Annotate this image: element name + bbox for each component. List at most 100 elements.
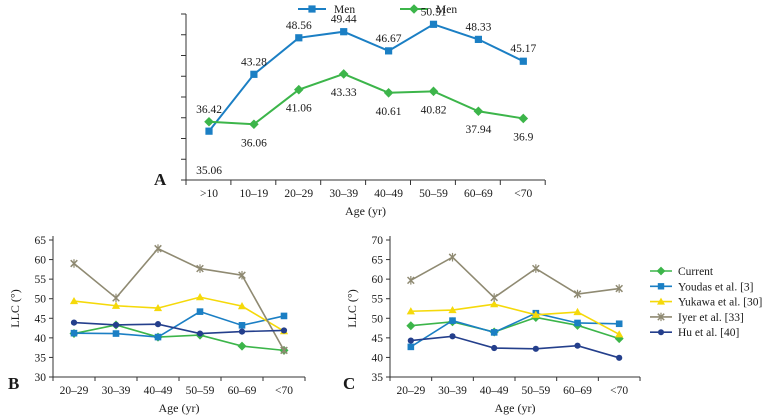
y-axis-label: LLC (°)	[8, 289, 22, 327]
data-point-blue	[205, 127, 213, 135]
data-point-navy	[280, 327, 288, 334]
legend-marker	[308, 5, 316, 13]
data-point-yellow	[69, 296, 79, 305]
data-labels-a: 35.06 43.28 48.56 49.44 46.67 50.51 48.33 45.17…	[196, 6, 536, 177]
x-tick-label: 10–19	[240, 188, 269, 200]
series-line-yellow	[410, 303, 620, 336]
data-label: 49.44	[331, 14, 357, 26]
legend-marker	[657, 312, 665, 322]
data-label: 43.33	[331, 87, 357, 99]
data-point-green	[473, 106, 484, 117]
x-tick-label: 40–49	[144, 385, 173, 397]
data-point-gray	[112, 293, 120, 303]
series-line-blue	[410, 312, 620, 348]
data-point-blue	[196, 308, 204, 315]
data-point-blue	[407, 343, 415, 351]
data-point-green	[294, 84, 304, 95]
data-label: 36.9	[513, 131, 533, 143]
data-point-blue	[154, 333, 162, 341]
x-tick-label: >10	[200, 188, 218, 200]
data-point-blue	[449, 317, 456, 324]
x-tick-label: 30–39	[329, 188, 358, 200]
data-point-navy	[196, 330, 204, 337]
y-tick-label: 50	[35, 294, 47, 306]
series-line-green	[73, 324, 285, 352]
data-label: 40.61	[376, 106, 402, 118]
x-tick-label: 20–29	[284, 188, 313, 200]
data-label: 41.06	[286, 103, 312, 115]
x-tick-label: 20–29	[396, 385, 425, 397]
data-point-gray	[154, 244, 162, 253]
series-line-blue	[208, 23, 524, 132]
y-axis-label: LLC (°)	[345, 289, 359, 327]
data-point-gray	[532, 264, 540, 273]
legend-label: Youdas et al. [3]	[678, 281, 754, 293]
data-point-gray	[196, 264, 204, 273]
panel-letter-a: A	[154, 170, 167, 189]
series-line-yellow	[73, 296, 285, 332]
data-label: 50.51	[421, 6, 447, 18]
legend-label: Hu et al. [40]	[678, 327, 739, 339]
series-line-navy	[73, 321, 285, 335]
x-tick-label: 20–29	[60, 385, 89, 397]
x-tick-label: 60–69	[464, 188, 493, 200]
x-tick-label: 30–39	[102, 385, 131, 397]
data-point-green	[338, 69, 349, 79]
x-tick-label: <70	[275, 385, 293, 397]
data-point-navy	[449, 333, 456, 340]
y-tick-label: 50	[372, 313, 384, 325]
x-axis-label: Age (yr)	[345, 204, 386, 218]
data-point-navy	[532, 345, 539, 352]
data-point-green	[204, 116, 214, 127]
series-line-gray	[73, 247, 285, 351]
data-point-blue	[615, 320, 623, 328]
chart-panel-c: 35 40 45 50 55 60 65 70 20–29 30–39 40–49 50–59 60–6…	[343, 235, 641, 415]
data-point-blue	[238, 322, 246, 329]
data-point-blue	[474, 35, 482, 43]
data-point-blue	[295, 34, 303, 42]
data-label: 45.17	[510, 43, 536, 55]
data-point-gray	[407, 276, 415, 285]
data-point-blue	[519, 57, 527, 65]
x-tick-label: <70	[610, 385, 628, 397]
data-point-yellow	[406, 307, 415, 315]
data-point-yellow	[448, 305, 457, 314]
data-point-blue	[112, 330, 120, 337]
y-tick-label: 45	[35, 313, 47, 325]
y-tick-label: 65	[35, 235, 47, 247]
data-point-gray	[280, 346, 288, 355]
data-label: 48.33	[465, 21, 491, 33]
legend-marker	[657, 283, 665, 290]
series-line-blue	[73, 310, 285, 338]
data-point-yellow	[153, 304, 163, 312]
legend-marker	[409, 4, 419, 14]
x-tick-label: 60–69	[228, 385, 257, 397]
data-label: 43.28	[241, 56, 267, 68]
legend-label: Men	[334, 4, 355, 16]
data-point-navy	[238, 328, 246, 335]
data-label: 37.94	[465, 124, 491, 136]
series-line-gray	[410, 256, 620, 299]
data-point-navy	[574, 342, 581, 349]
x-tick-label: 30–39	[438, 385, 467, 397]
data-point-gray	[615, 284, 624, 293]
data-point-gray	[490, 293, 499, 302]
x-tick-label: 60–69	[563, 385, 592, 397]
data-label: 48.56	[286, 20, 312, 32]
data-point-gray	[448, 252, 457, 262]
data-point-yellow	[573, 307, 582, 316]
data-point-blue	[340, 28, 348, 36]
data-point-navy	[407, 337, 414, 344]
data-point-gray	[238, 270, 246, 280]
data-point-gray	[70, 259, 78, 268]
x-tick-label: 40–49	[374, 188, 403, 200]
y-tick-label: 55	[35, 274, 47, 286]
x-axis-label: Age (yr)	[495, 401, 536, 415]
data-point-blue	[250, 70, 258, 78]
x-axis-label: Age (yr)	[159, 401, 200, 415]
data-point-yellow	[531, 310, 540, 318]
chart-panel-a: >10 10–19 20–29 30–39 40–49 50–59 60–69 <70 Age …	[154, 4, 546, 218]
x-tick-label: 50–59	[521, 385, 550, 397]
data-point-gray	[573, 289, 582, 299]
data-point-blue	[490, 329, 498, 336]
